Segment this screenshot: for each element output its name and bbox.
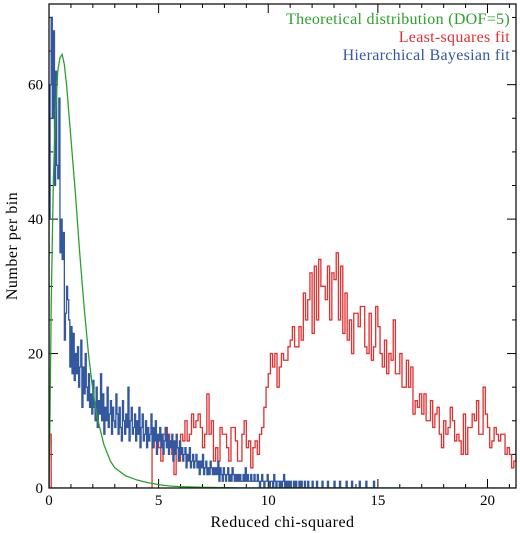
series-least-squares-histogram xyxy=(49,252,516,488)
x-tick-label: 10 xyxy=(261,493,276,509)
plot-frame xyxy=(48,3,517,489)
x-tick-label: 20 xyxy=(480,493,495,509)
legend-entry-theoretical: Theoretical distribution (DOF=5) xyxy=(286,11,510,28)
y-tick-label: 20 xyxy=(28,347,43,363)
y-tick-label: 40 xyxy=(28,212,43,228)
series-theoretical-curve xyxy=(49,52,516,488)
series-hierarchical-bayesian-histogram xyxy=(49,16,377,488)
x-tick-label: 5 xyxy=(155,493,163,509)
legend-entry-least-squares: Least-squares fit xyxy=(399,29,511,46)
x-tick-label: 15 xyxy=(370,493,385,509)
series-layer xyxy=(49,16,516,488)
x-tick-label: 0 xyxy=(45,493,53,509)
legend-entry-hierarchical-bayesian: Hierarchical Bayesian fit xyxy=(343,47,511,64)
legend: Theoretical distribution (DOF=5) Least-s… xyxy=(286,11,510,64)
x-axis-label: Reduced chi-squared xyxy=(210,514,354,531)
y-tick-label: 60 xyxy=(28,78,43,94)
y-axis-label: Number per bin xyxy=(4,192,21,300)
tick-label-layer: 0 5 10 15 20 0 20 40 60 xyxy=(28,78,495,509)
y-tick-label: 0 xyxy=(36,481,44,497)
